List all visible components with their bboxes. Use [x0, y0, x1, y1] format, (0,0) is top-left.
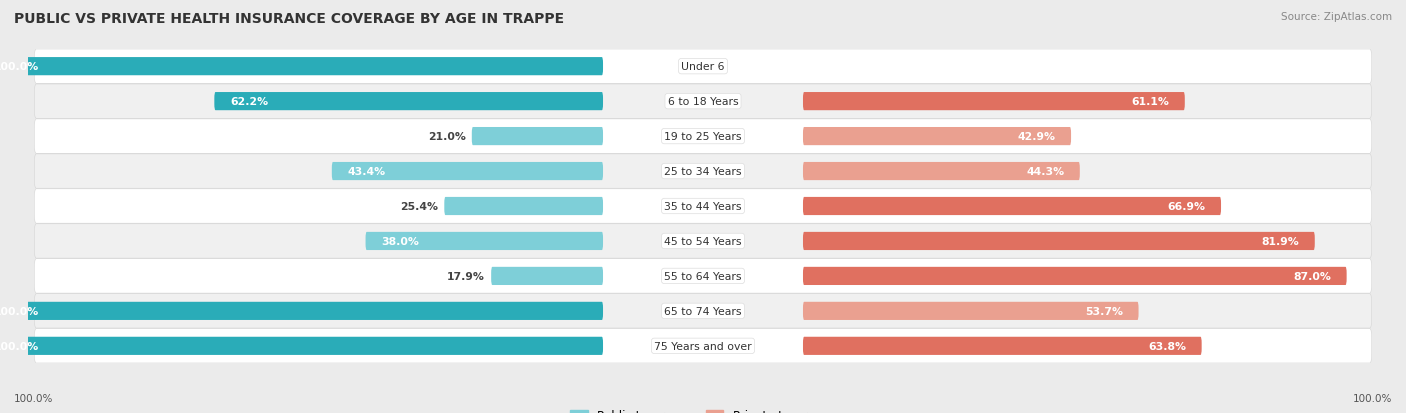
FancyBboxPatch shape: [34, 224, 1372, 259]
FancyBboxPatch shape: [803, 232, 1315, 250]
Text: 65 to 74 Years: 65 to 74 Years: [664, 306, 742, 316]
Text: 100.0%: 100.0%: [0, 306, 39, 316]
FancyBboxPatch shape: [214, 93, 603, 111]
Text: 100.0%: 100.0%: [0, 341, 39, 351]
FancyBboxPatch shape: [34, 154, 1372, 189]
Text: 75 Years and over: 75 Years and over: [654, 341, 752, 351]
Text: 55 to 64 Years: 55 to 64 Years: [664, 271, 742, 281]
Text: 17.9%: 17.9%: [447, 271, 485, 281]
FancyBboxPatch shape: [803, 337, 1202, 355]
Text: 6 to 18 Years: 6 to 18 Years: [668, 97, 738, 107]
Text: 63.8%: 63.8%: [1149, 341, 1187, 351]
FancyBboxPatch shape: [803, 302, 1139, 320]
FancyBboxPatch shape: [332, 163, 603, 181]
Text: 61.1%: 61.1%: [1132, 97, 1170, 107]
Legend: Public Insurance, Private Insurance: Public Insurance, Private Insurance: [565, 404, 841, 413]
FancyBboxPatch shape: [803, 93, 1185, 111]
FancyBboxPatch shape: [803, 197, 1220, 216]
Text: 42.9%: 42.9%: [1018, 132, 1056, 142]
FancyBboxPatch shape: [34, 190, 1372, 223]
Text: 100.0%: 100.0%: [0, 62, 39, 72]
Text: 87.0%: 87.0%: [1294, 271, 1331, 281]
Text: 19 to 25 Years: 19 to 25 Years: [664, 132, 742, 142]
FancyBboxPatch shape: [366, 232, 603, 250]
Text: PUBLIC VS PRIVATE HEALTH INSURANCE COVERAGE BY AGE IN TRAPPE: PUBLIC VS PRIVATE HEALTH INSURANCE COVER…: [14, 12, 564, 26]
Text: 25.4%: 25.4%: [401, 202, 439, 211]
FancyBboxPatch shape: [472, 128, 603, 146]
Text: Source: ZipAtlas.com: Source: ZipAtlas.com: [1281, 12, 1392, 22]
Text: 25 to 34 Years: 25 to 34 Years: [664, 166, 742, 177]
FancyBboxPatch shape: [34, 120, 1372, 154]
FancyBboxPatch shape: [34, 50, 1372, 84]
FancyBboxPatch shape: [34, 294, 1372, 328]
Text: 44.3%: 44.3%: [1026, 166, 1064, 177]
FancyBboxPatch shape: [803, 267, 1347, 285]
Text: 38.0%: 38.0%: [381, 236, 419, 247]
Text: 53.7%: 53.7%: [1085, 306, 1123, 316]
FancyBboxPatch shape: [0, 337, 603, 355]
FancyBboxPatch shape: [803, 163, 1080, 181]
Text: 81.9%: 81.9%: [1261, 236, 1299, 247]
FancyBboxPatch shape: [0, 58, 603, 76]
FancyBboxPatch shape: [803, 128, 1071, 146]
Text: 100.0%: 100.0%: [1353, 393, 1392, 403]
Text: 62.2%: 62.2%: [231, 97, 269, 107]
Text: 45 to 54 Years: 45 to 54 Years: [664, 236, 742, 247]
Text: 43.4%: 43.4%: [347, 166, 385, 177]
FancyBboxPatch shape: [0, 302, 603, 320]
FancyBboxPatch shape: [444, 197, 603, 216]
Text: 21.0%: 21.0%: [427, 132, 465, 142]
Text: Under 6: Under 6: [682, 62, 724, 72]
Text: 100.0%: 100.0%: [14, 393, 53, 403]
Text: 35 to 44 Years: 35 to 44 Years: [664, 202, 742, 211]
FancyBboxPatch shape: [34, 259, 1372, 293]
FancyBboxPatch shape: [491, 267, 603, 285]
Text: 66.9%: 66.9%: [1167, 202, 1205, 211]
FancyBboxPatch shape: [34, 85, 1372, 119]
FancyBboxPatch shape: [34, 329, 1372, 363]
